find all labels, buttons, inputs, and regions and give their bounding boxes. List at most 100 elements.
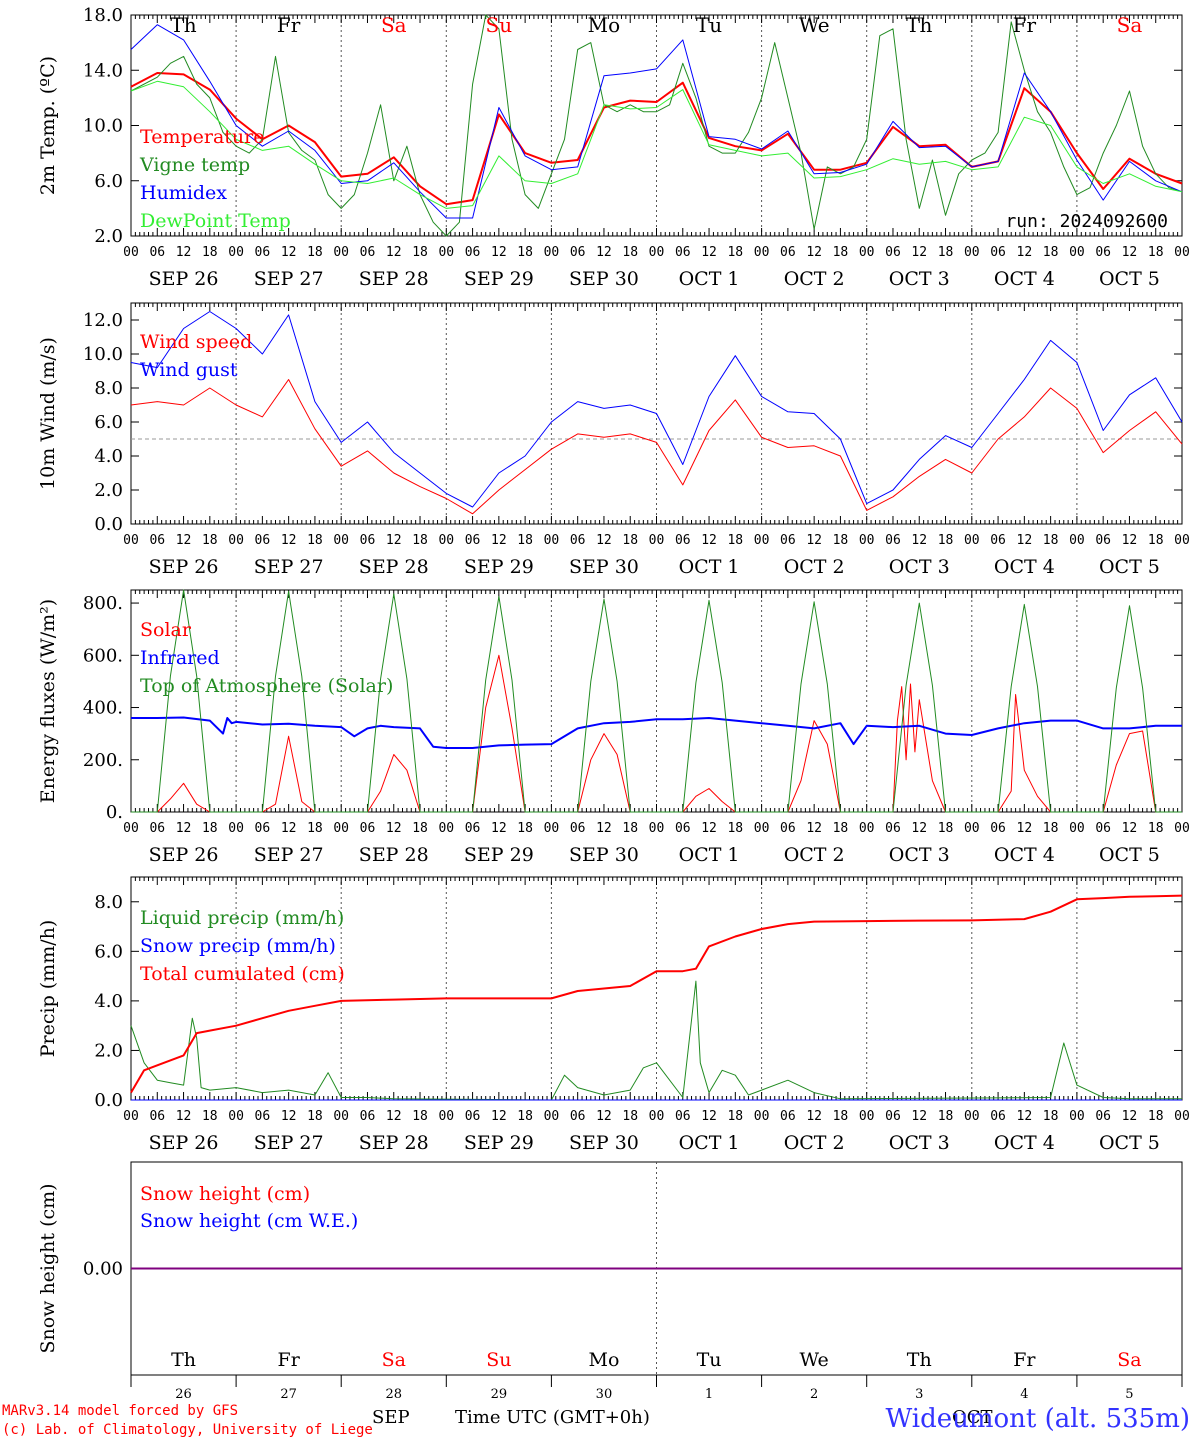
day-date-label: OCT 1 [679, 268, 740, 290]
y-tick-label: 10.0 [83, 344, 123, 365]
x-tick-label: 00 [649, 1109, 665, 1124]
day-date-label: SEP 26 [149, 268, 219, 290]
day-date-label: SEP 27 [254, 1132, 324, 1154]
x-tick-label: 00 [544, 1109, 560, 1124]
legend-entry: Humidex [140, 182, 227, 204]
x-tick-label: 12 [281, 245, 297, 260]
x-tick-label: 06 [990, 245, 1006, 260]
day-date-label: SEP 29 [464, 844, 534, 866]
x-tick-label: 18 [1148, 245, 1164, 260]
snow-y-axis-label: Snow height (cm) [37, 1183, 59, 1353]
x-tick-label: 12 [596, 533, 612, 548]
x-tick-label: 18 [307, 533, 323, 548]
day-number-label: 28 [385, 1387, 402, 1402]
x-tick-label: 06 [1095, 1109, 1111, 1124]
day-date-label: OCT 5 [1099, 1132, 1160, 1154]
x-tick-label: 12 [281, 821, 297, 836]
x-tick-label: 06 [149, 245, 165, 260]
y-tick-label: 0.0 [94, 1090, 123, 1111]
x-tick-label: 06 [465, 1109, 481, 1124]
x-tick-label: 18 [938, 245, 954, 260]
chart-panels: 00 06 12 18 00 06 12 18 00 06 12 18 00 06 12 18 00 06 12 18… [37, 5, 1190, 1402]
day-date-label: SEP 28 [359, 556, 429, 578]
x-tick-label: 18 [202, 821, 218, 836]
day-date-label: OCT 3 [889, 268, 950, 290]
x-tick-label: 18 [938, 821, 954, 836]
x-tick-label: 12 [911, 245, 927, 260]
x-tick-label: 12 [911, 533, 927, 548]
day-date-label: OCT 2 [784, 844, 845, 866]
precip-y-axis-label: Precip (mm/h) [37, 920, 59, 1058]
day-date-label: OCT 3 [889, 844, 950, 866]
x-tick-label: 18 [517, 1109, 533, 1124]
y-tick-label: 400. [83, 698, 123, 719]
day-of-week-label: Fr [277, 13, 301, 37]
day-of-week-label: Fr [1013, 1349, 1036, 1371]
x-tick-label: 00 [1174, 821, 1190, 836]
x-tick-label: 00 [544, 533, 560, 548]
day-of-week-label: Mo [588, 13, 621, 37]
x-tick-label: 00 [649, 245, 665, 260]
x-tick-label: 12 [1122, 245, 1138, 260]
x-tick-label: 00 [859, 533, 875, 548]
y-tick-label: 2.0 [94, 1040, 123, 1061]
day-date-label: SEP 27 [254, 556, 324, 578]
wind-y-axis-label: 10m Wind (m/s) [37, 337, 59, 490]
x-tick-label: 00 [333, 821, 349, 836]
x-tick-label: 18 [1043, 1109, 1059, 1124]
x-tick-label: 06 [780, 533, 796, 548]
legend-entry: Solar [140, 619, 192, 641]
day-number-label: 5 [1125, 1387, 1133, 1402]
x-tick-label: 18 [1148, 1109, 1164, 1124]
x-tick-label: 12 [491, 533, 507, 548]
x-tick-label: 00 [1174, 1109, 1190, 1124]
x-tick-label: 00 [649, 533, 665, 548]
x-tick-label: 12 [701, 245, 717, 260]
x-tick-label: 18 [938, 1109, 954, 1124]
y-tick-label: 12.0 [83, 310, 123, 331]
x-tick-label: 18 [833, 533, 849, 548]
day-date-label: OCT 3 [889, 556, 950, 578]
y-tick-label: 2.0 [94, 480, 123, 501]
x-tick-label: 18 [622, 1109, 638, 1124]
day-of-week-label: Tu [697, 1349, 722, 1371]
x-tick-label: 18 [202, 245, 218, 260]
legend-entry: Liquid precip (mm/h) [140, 907, 344, 929]
x-tick-label: 12 [281, 533, 297, 548]
x-tick-label: 12 [491, 245, 507, 260]
day-date-label: OCT 2 [784, 268, 845, 290]
x-tick-label: 06 [675, 533, 691, 548]
x-tick-label: 18 [412, 533, 428, 548]
x-tick-label: 18 [622, 821, 638, 836]
energy-y-axis-label: Energy fluxes (W/m²) [37, 599, 59, 803]
x-tick-label: 00 [333, 1109, 349, 1124]
x-tick-label: 12 [386, 245, 402, 260]
day-of-week-label: Su [486, 13, 513, 37]
day-date-label: OCT 1 [679, 1132, 740, 1154]
x-tick-label: 18 [202, 533, 218, 548]
x-tick-label: 06 [570, 821, 586, 836]
x-tick-label: 00 [228, 533, 244, 548]
x-tick-label: 06 [149, 1109, 165, 1124]
x-tick-label: 18 [412, 821, 428, 836]
x-tick-label: 06 [780, 1109, 796, 1124]
x-tick-label: 12 [1122, 821, 1138, 836]
legend-entry: Total cumulated (cm) [140, 963, 345, 985]
legend-entry: Infrared [140, 647, 220, 669]
x-tick-label: 12 [281, 1109, 297, 1124]
y-tick-label: 8.0 [94, 378, 123, 399]
x-tick-label: 12 [1017, 245, 1033, 260]
day-date-label: SEP 26 [149, 556, 219, 578]
legend-entry: Top of Atmosphere (Solar) [140, 675, 393, 697]
day-date-label: SEP 28 [359, 844, 429, 866]
day-date-label: SEP 28 [359, 268, 429, 290]
x-tick-label: 00 [228, 245, 244, 260]
x-tick-label: 12 [1017, 1109, 1033, 1124]
x-tick-label: 00 [228, 821, 244, 836]
x-tick-label: 06 [990, 821, 1006, 836]
x-tick-label: 06 [1095, 821, 1111, 836]
legend-entry: Wind gust [140, 359, 238, 381]
x-tick-label: 12 [1122, 533, 1138, 548]
y-tick-label: 10.0 [83, 116, 123, 137]
x-tick-label: 00 [964, 821, 980, 836]
